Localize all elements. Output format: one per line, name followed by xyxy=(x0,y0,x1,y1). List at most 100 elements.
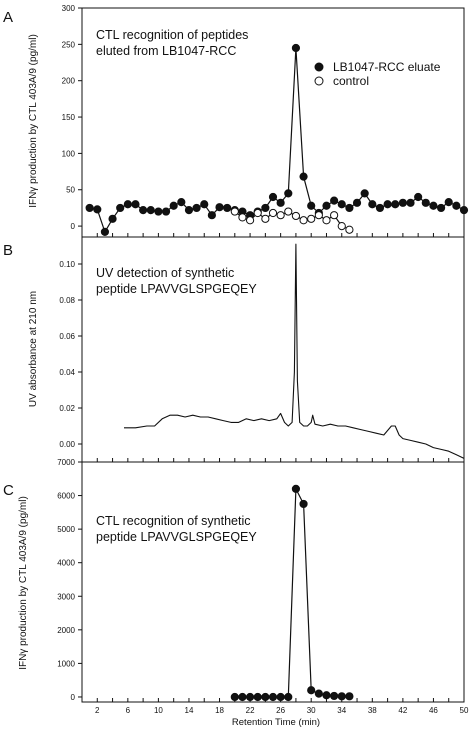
data-point xyxy=(253,692,262,702)
data-point xyxy=(414,192,423,202)
x-tick-label: 34 xyxy=(337,706,346,715)
data-point xyxy=(291,211,301,221)
x-tick-label: 46 xyxy=(429,706,438,715)
data-point xyxy=(345,203,354,213)
legend-marker-control xyxy=(314,76,324,86)
y-tick-label: 2000 xyxy=(57,626,75,635)
data-point xyxy=(345,692,354,701)
x-tick-label: 18 xyxy=(215,706,224,715)
data-point xyxy=(184,206,194,215)
data-point xyxy=(284,189,293,198)
panel-c-y-axis-label: IFNγ production by CTL 403A/9 (pg/ml) xyxy=(18,496,29,670)
panel-b-title-line2: peptide LPAVVGLSPGEQEY xyxy=(96,282,257,296)
data-point xyxy=(123,200,132,209)
data-point xyxy=(245,216,255,225)
data-point xyxy=(108,214,117,223)
data-point xyxy=(276,211,285,220)
data-point xyxy=(352,198,362,207)
y-tick-label: 50 xyxy=(66,186,75,195)
data-point xyxy=(322,216,331,225)
data-point xyxy=(261,203,270,213)
data-point xyxy=(291,43,301,53)
data-point xyxy=(444,198,453,207)
data-point xyxy=(459,206,469,215)
panel-a: A 0 50 100 150 200 250 300 CTL recognition of … xyxy=(3,4,469,238)
y-tick-label: 0 xyxy=(71,222,76,231)
data-point xyxy=(238,692,247,702)
legend-marker-eluate xyxy=(314,62,324,72)
data-point xyxy=(299,172,308,181)
data-point xyxy=(230,207,239,216)
data-point xyxy=(383,200,392,209)
data-point xyxy=(337,221,346,231)
panel-a-title-line2: eluted from LB1047-RCC xyxy=(96,44,236,58)
data-point xyxy=(169,201,178,210)
data-point xyxy=(307,201,316,210)
x-tick-label: 42 xyxy=(398,706,407,715)
data-point xyxy=(314,211,323,220)
panel-c-letter: C xyxy=(3,482,14,499)
data-point xyxy=(322,201,331,210)
data-point xyxy=(261,692,270,702)
panel-b-letter: B xyxy=(3,242,13,259)
y-tick-label: 150 xyxy=(62,113,76,122)
data-point xyxy=(398,198,407,207)
y-tick-label: 0.10 xyxy=(59,260,75,269)
data-point xyxy=(345,225,354,234)
data-point xyxy=(307,686,316,695)
data-point xyxy=(284,692,293,702)
x-tick-label: 38 xyxy=(368,706,377,715)
panel-c-x-axis-label: Retention Time (min) xyxy=(232,717,320,728)
data-point xyxy=(406,198,415,207)
panel-c-points xyxy=(230,484,354,702)
data-point xyxy=(337,692,346,701)
panel-b-title-line1: UV detection of synthetic xyxy=(96,266,234,280)
panel-a-points xyxy=(85,43,469,237)
panel-a-ticks: 0 50 100 150 200 250 300 xyxy=(62,4,465,237)
data-point xyxy=(238,213,247,222)
y-tick-label: 4000 xyxy=(57,559,75,568)
x-tick-label: 2 xyxy=(95,706,100,715)
data-point xyxy=(314,689,323,698)
data-point xyxy=(452,201,461,210)
data-point xyxy=(268,192,278,202)
y-tick-label: 0.00 xyxy=(59,440,75,449)
panel-c-frame xyxy=(81,461,465,703)
data-point xyxy=(139,206,148,215)
panel-b-y-axis-label: UV absorbance at 210 nm xyxy=(28,291,39,407)
x-tick-label: 6 xyxy=(126,706,131,715)
panel-c-title-line1: CTL recognition of synthetic xyxy=(96,514,250,528)
data-point xyxy=(436,203,446,213)
data-point xyxy=(299,216,308,225)
y-tick-label: 0.06 xyxy=(59,332,75,341)
x-tick-label: 30 xyxy=(307,706,316,715)
y-tick-label: 300 xyxy=(62,4,76,13)
data-point xyxy=(100,227,110,237)
data-point xyxy=(429,201,438,210)
data-point xyxy=(299,499,308,509)
data-point xyxy=(421,198,430,207)
data-point xyxy=(360,189,369,198)
y-tick-label: 3000 xyxy=(57,592,75,601)
y-tick-label: 0.02 xyxy=(59,404,75,413)
data-point xyxy=(215,203,224,212)
data-point xyxy=(207,211,216,220)
data-point xyxy=(291,484,301,493)
y-tick-label: 250 xyxy=(62,40,76,49)
x-tick-label: 10 xyxy=(154,706,163,715)
panel-a-y-axis-label: IFNγ production by CTL 403A/9 (pg/ml) xyxy=(28,34,39,208)
series-line xyxy=(124,243,465,459)
x-tick-label: 22 xyxy=(246,706,255,715)
data-point xyxy=(268,692,278,702)
data-point xyxy=(177,198,186,207)
data-point xyxy=(154,207,163,216)
x-tick-label: 26 xyxy=(276,706,285,715)
x-tick-label: 50 xyxy=(460,706,469,715)
data-point xyxy=(337,200,346,209)
data-point xyxy=(276,692,285,702)
data-point xyxy=(253,208,262,218)
data-point xyxy=(200,200,209,209)
data-point xyxy=(116,203,125,213)
